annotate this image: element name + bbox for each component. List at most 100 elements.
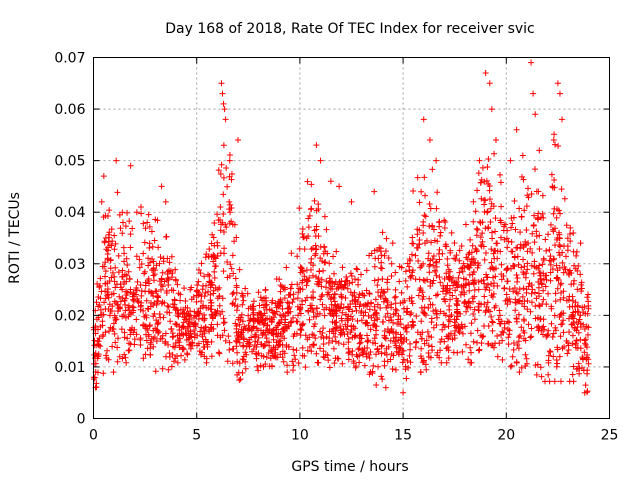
- data-point: [459, 324, 466, 331]
- data-point: [370, 362, 377, 369]
- data-point: [111, 278, 118, 285]
- data-point: [494, 255, 501, 262]
- data-point: [448, 229, 455, 236]
- data-point: [523, 289, 530, 296]
- data-point: [466, 281, 473, 288]
- data-point: [168, 287, 175, 294]
- data-point: [403, 375, 410, 382]
- data-point: [140, 250, 147, 257]
- data-point: [577, 240, 584, 247]
- data-point: [476, 346, 483, 353]
- data-point: [106, 328, 113, 335]
- data-point: [245, 312, 252, 319]
- data-point: [102, 268, 109, 275]
- data-point: [322, 259, 329, 266]
- y-tick-label: 0.02: [54, 308, 85, 324]
- data-point: [517, 229, 524, 236]
- data-point: [570, 230, 577, 237]
- data-point: [453, 252, 460, 259]
- data-point: [210, 290, 217, 297]
- data-point: [315, 281, 322, 288]
- data-point: [211, 268, 218, 275]
- data-point: [226, 220, 233, 227]
- data-point: [341, 331, 348, 338]
- data-point: [164, 302, 171, 309]
- data-point: [478, 195, 485, 202]
- data-point: [195, 278, 202, 285]
- data-point: [547, 253, 554, 260]
- data-point: [504, 227, 511, 234]
- data-point: [211, 219, 218, 226]
- data-point: [122, 314, 129, 321]
- data-point: [427, 257, 434, 264]
- data-point: [208, 338, 215, 345]
- data-point: [479, 230, 486, 237]
- data-point: [197, 270, 204, 277]
- data-point: [150, 292, 157, 299]
- data-point: [153, 262, 160, 269]
- data-point: [102, 235, 109, 241]
- data-point: [472, 245, 479, 252]
- data-point: [107, 265, 114, 272]
- data-point: [217, 170, 224, 177]
- data-point: [361, 292, 368, 299]
- data-point: [458, 242, 465, 249]
- data-point: [263, 354, 270, 361]
- data-point: [162, 338, 169, 345]
- data-point: [504, 326, 511, 333]
- data-point: [253, 325, 260, 332]
- data-point: [218, 80, 225, 87]
- data-point: [125, 347, 132, 354]
- data-point: [320, 348, 327, 355]
- data-point: [149, 243, 156, 250]
- data-point: [354, 266, 361, 273]
- data-point: [343, 278, 350, 285]
- data-point: [447, 330, 454, 337]
- data-point: [320, 341, 327, 348]
- data-point: [402, 268, 409, 275]
- data-point: [201, 273, 208, 280]
- data-point: [492, 302, 499, 309]
- data-point: [231, 238, 238, 245]
- data-point: [509, 248, 516, 255]
- y-tick-label: 0.04: [54, 205, 85, 221]
- data-point: [272, 346, 279, 353]
- data-point: [234, 137, 241, 144]
- data-point: [505, 238, 512, 245]
- data-point: [458, 265, 465, 272]
- data-point: [313, 142, 320, 149]
- data-point: [572, 299, 579, 306]
- data-point: [234, 349, 241, 356]
- data-point: [214, 332, 221, 339]
- data-point: [578, 279, 585, 286]
- data-point: [465, 356, 472, 363]
- plot-frame: [93, 57, 610, 419]
- data-point: [470, 338, 477, 345]
- data-point: [525, 185, 532, 192]
- data-point: [232, 296, 239, 303]
- data-point: [232, 275, 239, 282]
- data-point: [142, 351, 149, 358]
- data-point: [444, 262, 451, 269]
- data-point: [528, 333, 535, 340]
- data-point: [428, 239, 435, 246]
- data-point: [292, 356, 299, 363]
- data-point: [155, 244, 162, 251]
- data-point: [318, 333, 325, 340]
- data-point: [264, 327, 271, 334]
- data-point: [285, 343, 292, 350]
- data-point: [505, 334, 512, 341]
- data-point: [452, 256, 459, 263]
- data-point: [371, 303, 378, 310]
- data-point: [107, 307, 114, 314]
- data-point: [349, 316, 356, 323]
- data-point: [405, 322, 412, 329]
- data-point: [422, 312, 429, 319]
- data-point: [103, 355, 110, 362]
- data-point: [148, 228, 155, 235]
- data-point: [569, 332, 576, 339]
- data-point: [182, 316, 189, 323]
- data-point: [306, 316, 313, 323]
- data-point: [374, 282, 381, 289]
- data-point: [366, 290, 373, 297]
